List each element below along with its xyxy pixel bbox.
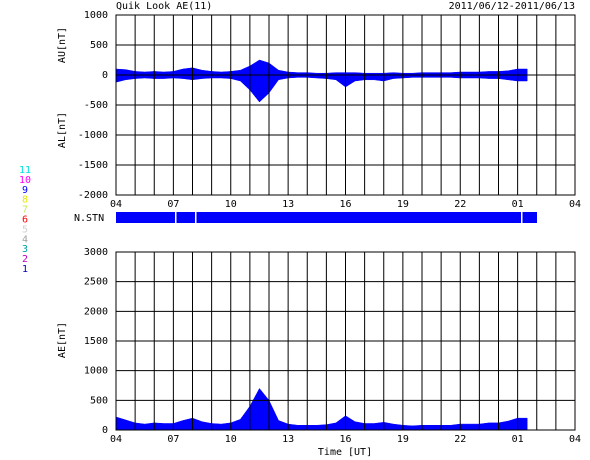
area bbox=[115, 388, 528, 431]
y-tick-label: 1000 bbox=[84, 10, 108, 21]
x-tick-label: 07 bbox=[167, 199, 179, 210]
chart-title: Quik Look AE(11) bbox=[116, 1, 212, 12]
area bbox=[115, 74, 528, 103]
station-legend-label: 8 bbox=[22, 195, 28, 206]
x-tick-label: 19 bbox=[397, 199, 409, 210]
x-tick-label: 04 bbox=[110, 199, 122, 210]
x-tick-label: 04 bbox=[569, 199, 581, 210]
y-tick-label: 2000 bbox=[84, 306, 108, 317]
y-tick-label: 2500 bbox=[84, 277, 108, 288]
x-tick-label: 19 bbox=[397, 434, 409, 445]
y-tick-label: -1500 bbox=[78, 160, 108, 171]
x-tick-label: 13 bbox=[282, 199, 294, 210]
x-tick-label: 10 bbox=[225, 434, 237, 445]
station-legend-label: 6 bbox=[22, 215, 28, 226]
y-tick-label: 1000 bbox=[84, 366, 108, 377]
station-legend-label: 5 bbox=[22, 224, 28, 235]
x-tick-label: 16 bbox=[339, 199, 351, 210]
y-tick-label: -500 bbox=[84, 100, 108, 111]
nstn-gap bbox=[175, 212, 177, 223]
station-legend-label: 7 bbox=[22, 205, 28, 216]
x-tick-label: 22 bbox=[454, 199, 466, 210]
y-label: AE[nT] bbox=[57, 322, 68, 358]
station-legend-label: 2 bbox=[22, 254, 28, 265]
y-tick-label: 0 bbox=[102, 70, 108, 81]
x-tick-label: 01 bbox=[512, 434, 524, 445]
y-tick-label: 3000 bbox=[84, 247, 108, 258]
station-legend-label: 3 bbox=[22, 244, 28, 255]
y-tick-label: 500 bbox=[90, 40, 108, 51]
y-label: AL[nT] bbox=[57, 112, 68, 148]
x-tick-label: 16 bbox=[339, 434, 351, 445]
y-tick-label: 0 bbox=[102, 425, 108, 436]
y-tick-label: 500 bbox=[90, 395, 108, 406]
x-tick-label: 13 bbox=[282, 434, 294, 445]
station-legend-label: 1 bbox=[22, 264, 28, 275]
station-legend-label: 4 bbox=[22, 234, 28, 245]
station-legend-label: 9 bbox=[22, 185, 28, 196]
station-legend-label: 11 bbox=[19, 165, 31, 176]
x-tick-label: 22 bbox=[454, 434, 466, 445]
x-tick-label: 10 bbox=[225, 199, 237, 210]
x-tick-label: 04 bbox=[110, 434, 122, 445]
plot-frame bbox=[115, 251, 576, 431]
y-tick-label: -1000 bbox=[78, 130, 108, 141]
area bbox=[115, 59, 528, 76]
nstn-bar bbox=[116, 212, 537, 223]
nstn-gap bbox=[521, 212, 523, 223]
station-legend-label: 10 bbox=[19, 175, 31, 186]
x-tick-label: 04 bbox=[569, 434, 581, 445]
x-tick-label: 07 bbox=[167, 434, 179, 445]
plot-frame bbox=[115, 14, 576, 196]
nstn-label: N.STN bbox=[74, 213, 104, 224]
chart-subtitle: 2011/06/12-2011/06/13 bbox=[449, 1, 575, 12]
y-tick-label: -2000 bbox=[78, 190, 108, 201]
x-label: Time [UT] bbox=[318, 447, 372, 458]
nstn-gap bbox=[195, 212, 197, 223]
y-label: AU[nT] bbox=[57, 27, 68, 63]
y-tick-label: 1500 bbox=[84, 336, 108, 347]
nstn-segment bbox=[116, 212, 537, 223]
x-tick-label: 01 bbox=[512, 199, 524, 210]
